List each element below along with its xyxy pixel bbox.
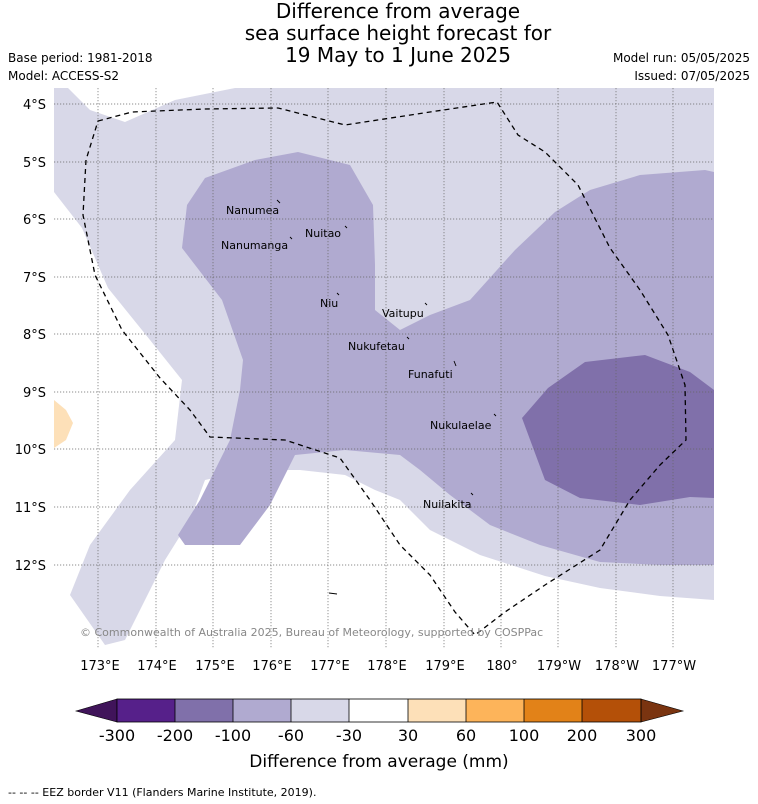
place-label-niu: Niu xyxy=(320,297,338,310)
lon-label-178e: 178°E xyxy=(367,659,407,674)
island-south-shape xyxy=(328,592,338,595)
island-nukulaelae-shape xyxy=(493,413,497,417)
island-nanumanga-shape xyxy=(289,236,293,240)
meta-left: Base period: 1981-2018 Model: ACCESS-S2 xyxy=(8,49,153,85)
colorbar-bin-plus100-plus200 xyxy=(524,699,582,722)
colorbar-bin-minus100-minus60 xyxy=(233,699,291,722)
lat-label-12s: 12°S xyxy=(15,559,46,574)
place-label-nuilakita: Nuilakita xyxy=(423,498,472,511)
island-nuitao-shape xyxy=(344,225,348,229)
title-line-2: sea surface height forecast for xyxy=(244,21,552,45)
lat-label-6s: 6°S xyxy=(23,213,46,228)
meta-right: Model run: 05/05/2025 Issued: 07/05/2025 xyxy=(613,49,750,85)
island-vaitupu-shape xyxy=(424,302,428,306)
copyright-text: © Commonwealth of Australia 2025, Bureau… xyxy=(80,626,543,639)
place-label-vaitupu: Vaitupu xyxy=(382,307,424,320)
lat-label-5s: 5°S xyxy=(23,156,46,171)
island-funafuti-shape xyxy=(453,360,457,367)
lon-label-180: 180° xyxy=(486,659,517,674)
longitude-labels: 173°E 174°E 175°E 176°E 177°E 178°E 179°… xyxy=(80,659,696,674)
title-line-3: 19 May to 1 June 2025 xyxy=(285,43,511,67)
colorbar-dividers xyxy=(174,699,583,722)
place-label-funafuti: Funafuti xyxy=(408,368,453,381)
lat-label-9s: 9°S xyxy=(23,386,46,401)
gridlines xyxy=(54,88,714,648)
lon-label-179w: 179°W xyxy=(537,659,581,674)
islands xyxy=(276,199,497,595)
place-label-nukulaelae: Nukulaelae xyxy=(430,419,492,432)
colorbar-tick-label: -60 xyxy=(278,726,304,745)
place-label-nukufetau: Nukufetau xyxy=(348,340,405,353)
place-label-nuitao: Nuitao xyxy=(305,227,341,240)
island-nukufetau-shape xyxy=(406,336,410,340)
colorbar-tick-label: 300 xyxy=(626,726,657,745)
lat-label-8s: 8°S xyxy=(23,328,46,343)
island-niu-shape xyxy=(336,292,340,296)
eez-border xyxy=(82,101,687,636)
lon-label-178w: 178°W xyxy=(595,659,639,674)
colorbar: -300 -200 -100 -60 -30 30 60 100 200 300… xyxy=(74,698,685,772)
colorbar-tick-label: 30 xyxy=(398,726,418,745)
lat-label-4s: 4°S xyxy=(23,98,46,113)
colorbar-bin-plus30-plus60 xyxy=(408,699,466,722)
island-nanumea-shape xyxy=(276,199,281,204)
issued-text: Issued: 07/05/2025 xyxy=(634,69,750,83)
colorbar-tick-label: -200 xyxy=(157,726,193,745)
place-label-nanumanga: Nanumanga xyxy=(221,239,288,252)
colorbar-outline xyxy=(116,698,642,723)
lon-label-173e: 173°E xyxy=(80,659,120,674)
colorbar-tick-label: 60 xyxy=(456,726,476,745)
lon-label-179e: 179°E xyxy=(425,659,465,674)
map-plot-area: Nanumea Nuitao Nanumanga Niu Vaitupu Nuk… xyxy=(54,88,714,648)
model-run-text: Model run: 05/05/2025 xyxy=(612,51,750,65)
lat-label-7s: 7°S xyxy=(23,271,46,286)
colorbar-bin-minus60-minus30 xyxy=(291,699,349,722)
base-period-text: Base period: 1981-2018 xyxy=(8,51,153,65)
lon-label-174e: 174°E xyxy=(137,659,177,674)
latitude-labels: 4°S 5°S 6°S 7°S 8°S 9°S 10°S 11°S 12°S xyxy=(15,98,46,574)
lon-label-175e: 175°E xyxy=(195,659,235,674)
colorbar-extend-min xyxy=(74,698,118,723)
colorbar-title: Difference from average (mm) xyxy=(249,752,508,772)
colorbar-bin-plus200-plus300 xyxy=(582,699,641,722)
lat-label-11s: 11°S xyxy=(15,501,46,516)
eez-legend-note: -- -- -- EEZ border V11 (Flanders Marine… xyxy=(8,786,317,799)
colorbar-tick-label: -100 xyxy=(215,726,251,745)
model-text: Model: ACCESS-S2 xyxy=(8,69,120,83)
lon-label-176e: 176°E xyxy=(252,659,292,674)
title-line-1: Difference from average xyxy=(275,0,521,23)
place-label-nanumea: Nanumea xyxy=(226,204,279,217)
lon-label-177e: 177°E xyxy=(310,659,350,674)
colorbar-tick-label: 100 xyxy=(509,726,540,745)
colorbar-tick-label: 200 xyxy=(567,726,598,745)
colorbar-bin-minus200-minus100 xyxy=(175,699,233,722)
colorbar-bin-minus300-minus200 xyxy=(117,699,175,722)
lon-label-177w: 177°W xyxy=(652,659,696,674)
island-nuilakita-shape xyxy=(470,492,474,496)
place-labels: Nanumea Nuitao Nanumanga Niu Vaitupu Nuk… xyxy=(221,204,492,511)
anomaly-region-dark xyxy=(522,355,714,505)
colorbar-bin-minus30-plus30 xyxy=(349,699,408,722)
colorbar-tick-label: -30 xyxy=(336,726,362,745)
anomaly-region-positive xyxy=(54,400,73,448)
colorbar-extend-max xyxy=(640,698,685,723)
colorbar-tick-label: -300 xyxy=(99,726,135,745)
chart-title: Difference from average sea surface heig… xyxy=(0,0,758,66)
colorbar-tick-labels: -300 -200 -100 -60 -30 30 60 100 200 300 xyxy=(99,726,656,745)
colorbar-bin-plus60-plus100 xyxy=(466,699,524,722)
lat-label-10s: 10°S xyxy=(15,443,46,458)
